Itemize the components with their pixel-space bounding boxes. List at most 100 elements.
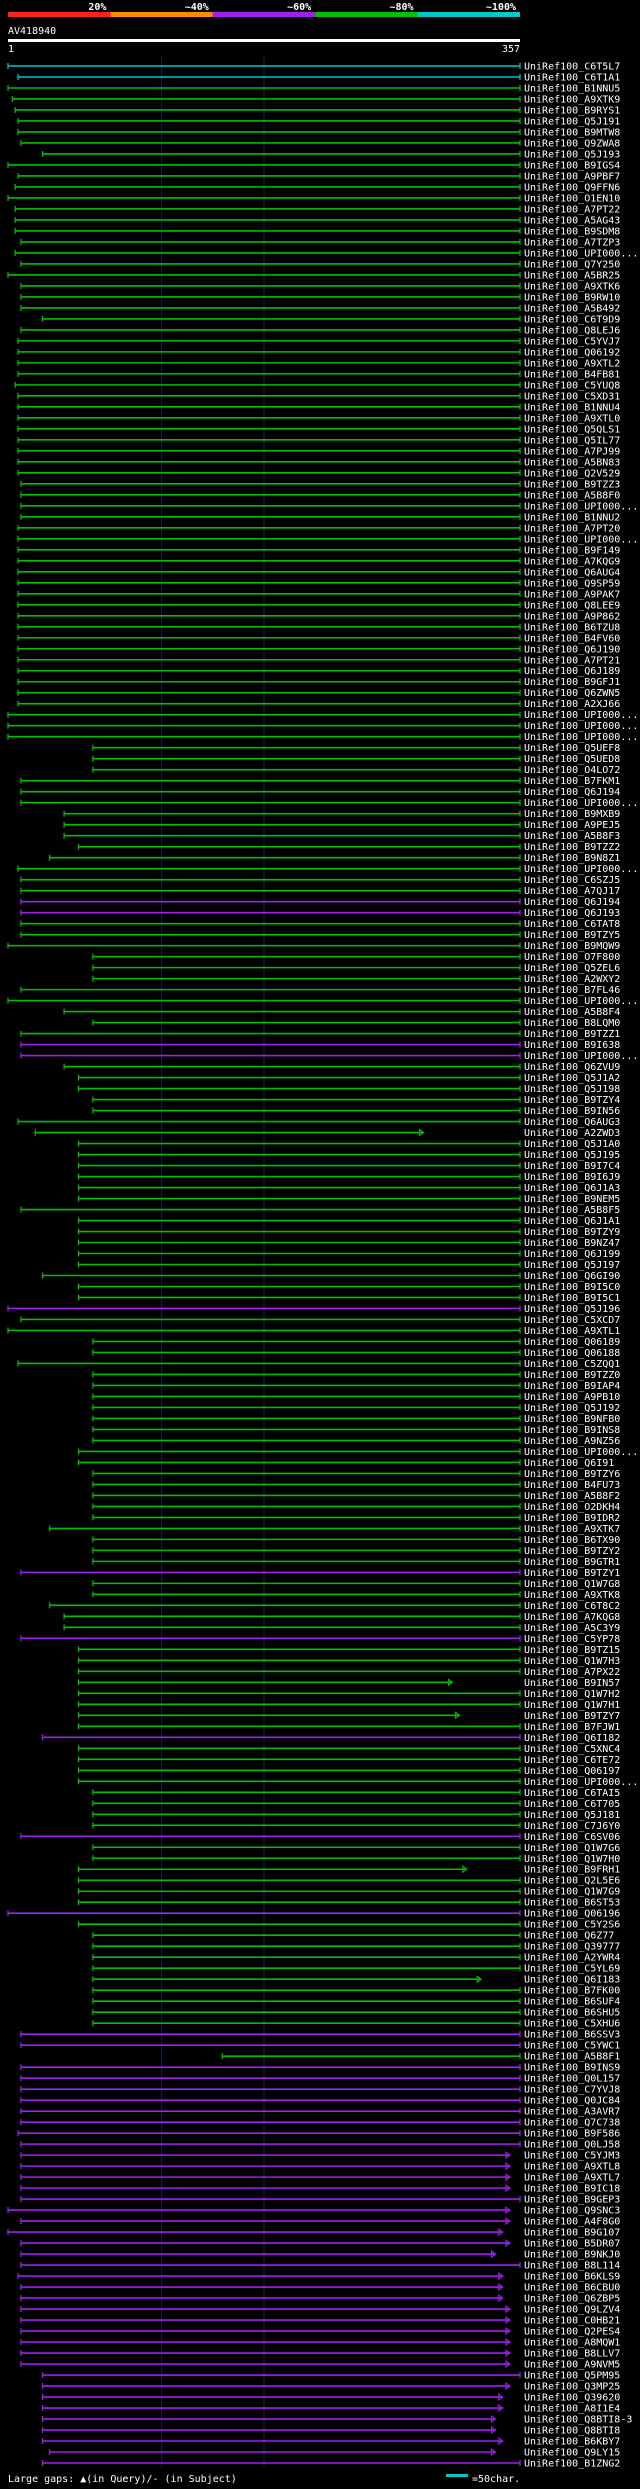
hit-row[interactable]: UniRef100_UPI000...: [20, 798, 638, 809]
hit-row[interactable]: UniRef100_Q1W7G9: [77, 1887, 620, 1898]
hit-row[interactable]: UniRef100_B9I6J9: [77, 1172, 620, 1183]
hit-row[interactable]: UniRef100_Q6I183: [92, 1975, 620, 1986]
hit-row[interactable]: UniRef100_Q6J1A3: [77, 1183, 620, 1194]
hit-row[interactable]: UniRef100_Q8LEJ6: [20, 325, 620, 336]
hit-row[interactable]: UniRef100_Q1W7H2: [77, 1689, 620, 1700]
hit-row[interactable]: UniRef100_Q06188: [92, 1348, 620, 1359]
hit-row[interactable]: UniRef100_B9TZZ2: [77, 842, 620, 853]
hit-row[interactable]: UniRef100_Q5PM95: [41, 2371, 621, 2382]
hit-row[interactable]: UniRef100_Q5J1A0: [77, 1139, 620, 1150]
hit-row[interactable]: UniRef100_UPI000...: [20, 501, 638, 512]
hit-row[interactable]: UniRef100_C5YUQ8: [14, 380, 620, 391]
hit-row[interactable]: UniRef100_A9XTL1: [7, 1326, 620, 1337]
hit-row[interactable]: UniRef100_A4F8G0: [20, 2217, 620, 2228]
hit-row[interactable]: UniRef100_A9XTK6: [20, 281, 620, 292]
hit-row[interactable]: UniRef100_Q6ZWN5: [17, 688, 620, 699]
hit-row[interactable]: UniRef100_Q6ZBP5: [20, 2294, 620, 2305]
hit-row[interactable]: UniRef100_B9SDM8: [14, 226, 620, 237]
hit-row[interactable]: UniRef100_A5BN83: [17, 457, 620, 468]
hit-row[interactable]: UniRef100_Q9ZWA8: [20, 138, 620, 149]
hit-row[interactable]: UniRef100_UPI000...: [17, 534, 638, 545]
hit-row[interactable]: UniRef100_C6T9D9: [41, 314, 621, 325]
hit-row[interactable]: UniRef100_Q5ZEL6: [92, 963, 620, 974]
hit-row[interactable]: UniRef100_C6TAI5: [92, 1788, 620, 1799]
hit-row[interactable]: UniRef100_Q6J1A1: [77, 1216, 620, 1227]
hit-row[interactable]: UniRef100_A9P862: [17, 611, 620, 622]
hit-row[interactable]: UniRef100_A8MQW1: [20, 2338, 620, 2349]
hit-row[interactable]: UniRef100_A9NVM5: [20, 2360, 620, 2371]
hit-row[interactable]: UniRef100_Q7C738: [20, 2118, 620, 2129]
hit-row[interactable]: UniRef100_A9XTK8: [92, 1590, 620, 1601]
hit-row[interactable]: UniRef100_C6TE72: [77, 1755, 620, 1766]
hit-row[interactable]: UniRef100_O1EN10: [7, 193, 620, 204]
hit-row[interactable]: UniRef100_B9I5C1: [77, 1293, 620, 1304]
hit-row[interactable]: UniRef100_UPI000...: [14, 248, 638, 259]
hit-row[interactable]: UniRef100_Q6J199: [77, 1249, 620, 1260]
hit-row[interactable]: UniRef100_Q8BTI8: [41, 2426, 621, 2437]
hit-row[interactable]: UniRef100_C0HB21: [20, 2316, 620, 2327]
hit-row[interactable]: UniRef100_A7KQG9: [17, 556, 620, 567]
hit-row[interactable]: UniRef100_B9TZY6: [92, 1469, 620, 1480]
hit-row[interactable]: UniRef100_A9NZ56: [92, 1436, 620, 1447]
hit-row[interactable]: UniRef100_B9IC18: [20, 2184, 620, 2195]
hit-row[interactable]: UniRef100_B6TZU8: [17, 622, 620, 633]
hit-row[interactable]: UniRef100_B9INS9: [20, 2063, 620, 2074]
hit-row[interactable]: UniRef100_B9I5C0: [77, 1282, 620, 1293]
hit-row[interactable]: UniRef100_C6T5L7: [7, 62, 620, 73]
hit-row[interactable]: UniRef100_C5ZQQ1: [17, 1359, 620, 1370]
hit-row[interactable]: UniRef100_B6CBU0: [20, 2283, 620, 2294]
hit-row[interactable]: UniRef100_B6SHU5: [92, 2008, 620, 2019]
hit-row[interactable]: UniRef100_A9XTL8: [20, 2162, 620, 2173]
hit-row[interactable]: UniRef100_B7FJW1: [77, 1722, 620, 1733]
hit-row[interactable]: UniRef100_A5B8F1: [221, 2052, 620, 2063]
hit-row[interactable]: UniRef100_Q1W7G6: [92, 1843, 620, 1854]
hit-row[interactable]: UniRef100_B9MQW9: [7, 941, 620, 952]
hit-row[interactable]: UniRef100_Q6ZVU9: [63, 1062, 620, 1073]
hit-row[interactable]: UniRef100_Q5J1A2: [77, 1073, 620, 1084]
hit-row[interactable]: UniRef100_A5B8F4: [63, 1007, 620, 1018]
hit-row[interactable]: UniRef100_B9MXB9: [63, 809, 620, 820]
hit-row[interactable]: UniRef100_B9N8Z1: [49, 853, 621, 864]
hit-row[interactable]: UniRef100_C7YVJ8: [20, 2085, 620, 2096]
hit-row[interactable]: UniRef100_B9TZZ1: [20, 1029, 620, 1040]
hit-row[interactable]: UniRef100_B9TZY5: [20, 930, 620, 941]
hit-row[interactable]: UniRef100_A7PT21: [17, 655, 620, 666]
hit-row[interactable]: UniRef100_B9GTR1: [92, 1557, 620, 1568]
hit-row[interactable]: UniRef100_Q06196: [7, 1909, 620, 1920]
hit-row[interactable]: UniRef100_B7FK00: [92, 1986, 620, 1997]
hit-row[interactable]: UniRef100_A2YWR4: [92, 1953, 620, 1964]
hit-row[interactable]: UniRef100_C5Y2S6: [77, 1920, 620, 1931]
hit-row[interactable]: UniRef100_B9RYS1: [14, 105, 620, 116]
hit-row[interactable]: UniRef100_C6TAT8: [20, 919, 620, 930]
hit-row[interactable]: UniRef100_Q5UED8: [92, 754, 620, 765]
hit-row[interactable]: UniRef100_B9TZ15: [77, 1645, 620, 1656]
hit-row[interactable]: UniRef100_C6SZJ5: [20, 875, 620, 886]
hit-row[interactable]: UniRef100_Q6AUG3: [17, 1117, 620, 1128]
hit-row[interactable]: UniRef100_C6T705: [92, 1799, 620, 1810]
hit-row[interactable]: UniRef100_A9XTK9: [11, 94, 620, 105]
hit-row[interactable]: UniRef100_A5BR25: [7, 270, 620, 281]
hit-row[interactable]: UniRef100_A5B8F5: [20, 1205, 620, 1216]
hit-row[interactable]: UniRef100_A3AVR7: [20, 2107, 620, 2118]
hit-row[interactable]: UniRef100_Q5J196: [7, 1304, 620, 1315]
hit-row[interactable]: UniRef100_B1NNU5: [7, 83, 620, 94]
hit-row[interactable]: UniRef100_B9IAP4: [92, 1381, 620, 1392]
hit-row[interactable]: UniRef100_A5C3Y9: [63, 1623, 620, 1634]
hit-row[interactable]: UniRef100_Q5UEF8: [92, 743, 620, 754]
hit-row[interactable]: UniRef100_UPI000...: [77, 1777, 638, 1788]
hit-row[interactable]: UniRef100_A9PB10: [92, 1392, 620, 1403]
hit-row[interactable]: UniRef100_Q39620: [41, 2393, 621, 2404]
hit-row[interactable]: UniRef100_Q9SP59: [17, 578, 620, 589]
hit-row[interactable]: UniRef100_C5XHU6: [92, 2019, 620, 2030]
hit-row[interactable]: UniRef100_Q2V529: [17, 468, 620, 479]
hit-row[interactable]: UniRef100_Q1W7H3: [77, 1656, 620, 1667]
hit-row[interactable]: UniRef100_Q9LY15: [49, 2448, 621, 2459]
hit-row[interactable]: UniRef100_Q06197: [77, 1766, 620, 1777]
hit-row[interactable]: UniRef100_UPI000...: [17, 864, 638, 875]
hit-row[interactable]: UniRef100_Q6J189: [17, 666, 620, 677]
hit-row[interactable]: UniRef100_B9TZY7: [77, 1711, 620, 1722]
hit-row[interactable]: UniRef100_B9TZY4: [92, 1095, 620, 1106]
hit-row[interactable]: UniRef100_Q5J192: [92, 1403, 620, 1414]
hit-row[interactable]: UniRef100_Q1W7G8: [92, 1579, 620, 1590]
hit-row[interactable]: UniRef100_B4FV60: [17, 633, 620, 644]
